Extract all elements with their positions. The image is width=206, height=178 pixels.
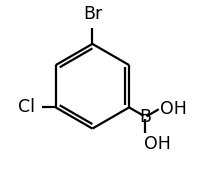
Text: OH: OH xyxy=(144,135,171,153)
Text: OH: OH xyxy=(160,100,187,118)
Text: Cl: Cl xyxy=(18,98,35,116)
Text: Br: Br xyxy=(83,5,102,23)
Text: B: B xyxy=(139,108,151,126)
